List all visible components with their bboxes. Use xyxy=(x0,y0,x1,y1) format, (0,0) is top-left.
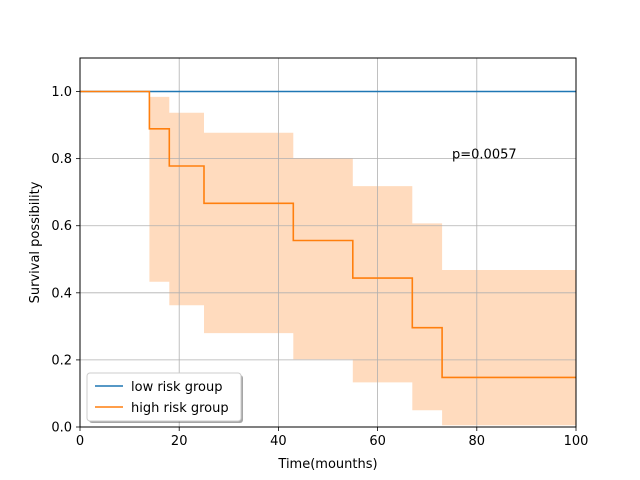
legend[interactable]: low risk group high risk group xyxy=(86,372,243,423)
tick-layer: 0 20 40 60 80 100 0.0 0.2 0.4 0.6 0.8 1.0 xyxy=(51,85,588,449)
series-layer xyxy=(80,90,576,379)
y-tick-label: 0.6 xyxy=(51,219,72,234)
p-value-annotation: p=0.0057 xyxy=(452,148,517,163)
y-tick-label: 0.2 xyxy=(51,353,72,368)
y-tick-label: 0.8 xyxy=(51,152,72,167)
x-axis-label: Time(mounths) xyxy=(277,457,377,472)
series-line-1 xyxy=(80,90,576,379)
legend-box xyxy=(86,372,242,422)
y-tick-label: 1.0 xyxy=(51,85,72,100)
y-tick-label: 0.4 xyxy=(51,286,72,301)
x-tick-label: 60 xyxy=(369,434,386,449)
plot-frame xyxy=(79,57,577,428)
x-tick-label: 40 xyxy=(270,434,287,449)
y-tick-label: 0.0 xyxy=(51,421,72,436)
y-axis-label: Survival possibility xyxy=(28,181,43,303)
x-tick-label: 0 xyxy=(76,434,84,449)
x-tick-label: 20 xyxy=(171,434,188,449)
legend-label-0: low risk group xyxy=(131,380,222,395)
x-tick-label: 80 xyxy=(469,434,486,449)
legend-label-1: high risk group xyxy=(131,401,229,416)
x-tick-label: 100 xyxy=(564,434,589,449)
